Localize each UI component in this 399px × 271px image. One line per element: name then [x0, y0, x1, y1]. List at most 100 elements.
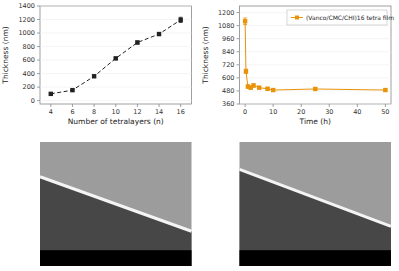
error-bar [179, 17, 183, 22]
x-tick [137, 104, 138, 107]
error-bar [257, 86, 261, 89]
x-axis-label: Time (h) [299, 117, 331, 126]
grid-line [40, 6, 192, 7]
y-tick [37, 46, 40, 47]
x-tick-label: 16 [177, 108, 185, 116]
y-tick-label: 200 [23, 83, 35, 91]
error-bar [157, 33, 161, 36]
y-tick-label: 800 [23, 43, 35, 51]
sem-edge-band [240, 169, 392, 226]
y-tick [37, 6, 40, 7]
legend: (Vanco/CMC/CHI)16 tetra film [287, 10, 394, 25]
data-point [49, 92, 53, 96]
x-tick-label: 14 [155, 108, 163, 116]
y-tick [237, 77, 240, 78]
data-point [271, 88, 275, 92]
y-tick [37, 33, 40, 34]
data-point [70, 88, 74, 92]
y-tick [237, 90, 240, 91]
chart: 3604806007208409601080120001020304050Tim… [201, 6, 395, 126]
error-bar [92, 75, 96, 77]
data-point [251, 83, 255, 87]
y-tick-label: 480 [222, 87, 234, 95]
data-point [178, 18, 182, 22]
sem-top-region [40, 142, 192, 266]
y-tick-label: 600 [222, 74, 234, 82]
data-point [157, 32, 161, 36]
x-tick [72, 104, 73, 107]
y-tick [237, 104, 240, 105]
grid-line [40, 73, 192, 74]
error-bar [135, 41, 139, 44]
x-tick [159, 104, 160, 107]
sem-image [240, 142, 392, 266]
y-tick [237, 64, 240, 65]
grid-line [40, 33, 192, 34]
y-tick [37, 60, 40, 61]
x-tick-label: 8 [92, 108, 96, 116]
y-tick-label: 1200 [18, 16, 35, 24]
x-tick-label: 12 [133, 108, 141, 116]
legend-label: (Vanco/CMC/CHI)16 tetra film [306, 14, 394, 21]
x-tick [94, 104, 95, 107]
x-tick-label: 20 [297, 108, 305, 116]
plot-frame [40, 6, 192, 104]
error-bar [114, 57, 118, 59]
sem-info-bar [240, 250, 392, 266]
error-bar [313, 88, 317, 91]
grid-line [40, 100, 192, 101]
y-tick-label: 720 [222, 61, 234, 69]
y-tick [37, 87, 40, 88]
y-tick-label: 360 [222, 100, 234, 108]
error-bar [383, 89, 387, 92]
y-tick [237, 25, 240, 26]
y-axis-label: Thickness (nm) [1, 26, 10, 84]
x-tick-label: 10 [269, 108, 277, 116]
data-layer [243, 18, 388, 92]
error-bar [266, 87, 270, 90]
x-tick [50, 104, 51, 107]
grid-line [240, 104, 392, 105]
data-point [92, 74, 96, 78]
data-point [265, 87, 269, 91]
sem-image [40, 142, 192, 266]
grid-line [240, 38, 392, 39]
x-tick-label: 30 [325, 108, 333, 116]
grid-line [40, 46, 192, 47]
y-tick-label: 1400 [18, 2, 35, 10]
data-point [135, 40, 139, 44]
x-tick [273, 104, 274, 107]
data-point [244, 69, 248, 73]
x-tick [115, 104, 116, 107]
legend-marker [295, 16, 299, 20]
y-tick [37, 73, 40, 74]
figure: 020040060080010001200140046810121416Numb… [0, 0, 399, 271]
y-tick-label: 840 [222, 48, 234, 56]
data-point [313, 87, 317, 91]
series-line [51, 20, 181, 94]
x-tick-label: 6 [70, 108, 74, 116]
x-tick [245, 104, 246, 107]
y-tick-label: 400 [23, 70, 35, 78]
grid-line [240, 64, 392, 65]
data-point [114, 56, 118, 60]
error-bar [271, 89, 275, 92]
grid-line [40, 19, 192, 20]
sem-bottom-region [40, 177, 192, 266]
x-tick-label: 4 [49, 108, 53, 116]
grid-line [240, 77, 392, 78]
x-tick-label: 0 [243, 108, 247, 116]
error-bar [244, 69, 248, 73]
sem-info-bar [40, 250, 192, 266]
data-point [257, 85, 261, 89]
data-point [243, 19, 247, 23]
grid-line [240, 51, 392, 52]
data-point [383, 88, 387, 92]
error-bar [243, 18, 247, 25]
y-tick-label: 600 [23, 56, 35, 64]
sem-top-region [240, 142, 392, 266]
grid-line [40, 87, 192, 88]
x-tick [385, 104, 386, 107]
x-tick-label: 40 [353, 108, 361, 116]
y-tick [37, 100, 40, 101]
